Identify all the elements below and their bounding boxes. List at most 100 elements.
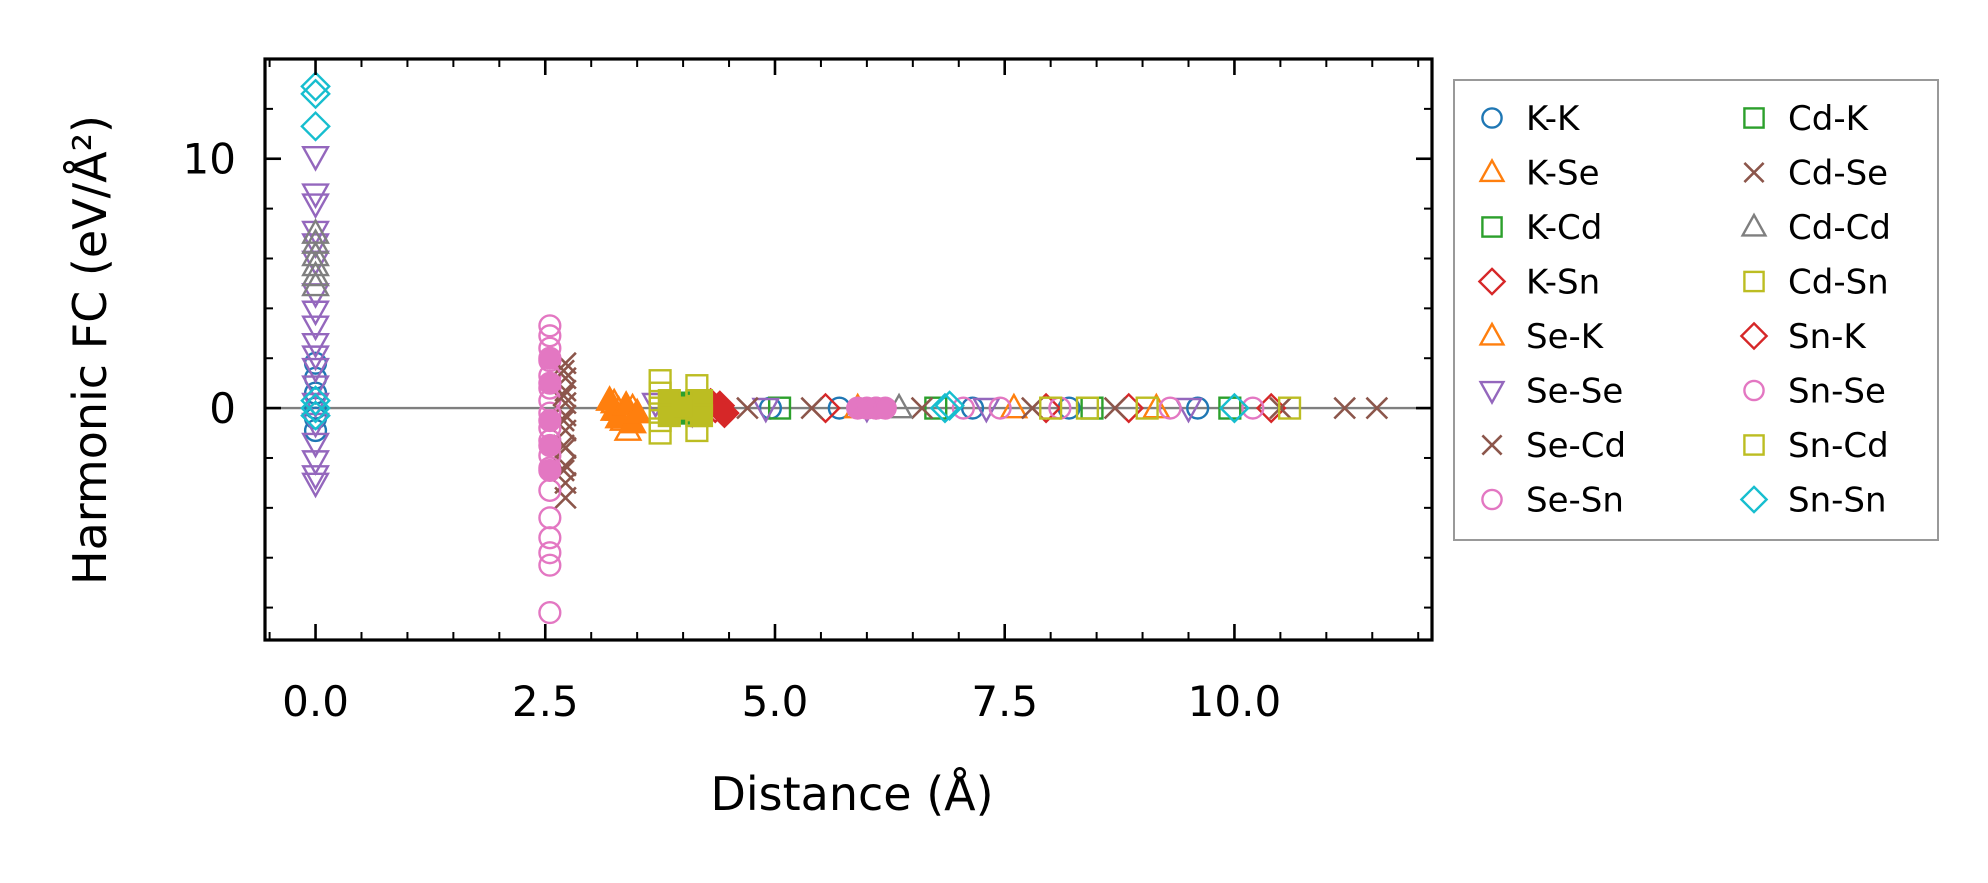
x-tick-label: 2.5 xyxy=(512,677,579,726)
point-sn-sn xyxy=(1219,392,1250,424)
point-se-cd xyxy=(736,396,759,420)
y-axis: 0 10 xyxy=(183,58,1432,609)
point-se-sn xyxy=(951,396,975,420)
point-se-sn xyxy=(1241,396,1265,420)
legend-label-cd-cd: Cd-Cd xyxy=(1788,208,1891,248)
point-se-se xyxy=(301,375,330,402)
legend-entry-k-sn: K-Sn xyxy=(1477,263,1600,303)
point-se-cd xyxy=(800,396,824,420)
point-cd-sn xyxy=(648,369,672,393)
legend-entry-k-cd: K-Cd xyxy=(1481,208,1602,248)
point-se-sn xyxy=(538,600,562,625)
point-sn-sn xyxy=(300,385,331,416)
point-se-se xyxy=(301,432,330,459)
legend-entry-k-se: K-Se xyxy=(1478,154,1600,194)
point-se-se xyxy=(301,300,330,327)
legend-label-k-k: K-K xyxy=(1526,99,1581,139)
point-se-sn xyxy=(1158,396,1182,420)
series-se-cd xyxy=(554,351,1389,510)
series-sn-se xyxy=(538,346,897,483)
point-se-se xyxy=(301,450,330,476)
x-tick-label: 5.0 xyxy=(742,677,809,726)
legend-entry-sn-se: Sn-Se xyxy=(1743,372,1886,412)
legend-marker-k-se xyxy=(1478,158,1506,183)
legend-marker-se-sn xyxy=(1481,488,1503,511)
point-sn-cd xyxy=(671,396,695,420)
point-se-se xyxy=(301,332,330,359)
point-k-se xyxy=(1141,392,1171,419)
legend-marker-sn-cd xyxy=(1743,434,1765,456)
legend-entry-se-cd: Se-Cd xyxy=(1481,426,1626,466)
point-cd-cd xyxy=(301,270,330,297)
point-cd-sn xyxy=(1075,396,1100,420)
y-axis-label: Harmonic FC (eV/Å²) xyxy=(63,115,117,585)
legend-entry-sn-sn: Sn-Sn xyxy=(1739,481,1887,521)
point-se-cd xyxy=(1365,396,1389,420)
point-se-cd xyxy=(554,486,577,510)
point-se-sn xyxy=(538,526,562,550)
legend-entry-k-k: K-K xyxy=(1481,99,1581,139)
legend-entry-sn-cd: Sn-Cd xyxy=(1743,426,1889,466)
series-se-se xyxy=(301,145,1203,499)
series-layer xyxy=(300,71,1389,625)
point-sn-se xyxy=(538,371,562,395)
point-sn-sn xyxy=(300,71,331,102)
point-se-sn xyxy=(538,324,562,348)
legend-marker-sn-k xyxy=(1739,321,1769,351)
point-se-se xyxy=(301,145,330,172)
legend-entry-se-se: Se-Se xyxy=(1478,372,1623,412)
legend-label-sn-cd: Sn-Cd xyxy=(1788,426,1889,466)
legend-label-k-sn: K-Sn xyxy=(1526,263,1600,303)
legend-frame xyxy=(1453,79,1939,541)
point-sn-se xyxy=(538,408,562,433)
series-sn-sn xyxy=(300,71,1250,431)
point-k-k xyxy=(1186,396,1210,420)
plot-frame xyxy=(263,57,1434,642)
point-sn-se xyxy=(538,433,562,458)
point-se-sn xyxy=(988,396,1012,420)
point-se-se xyxy=(1174,397,1203,424)
point-se-k xyxy=(622,397,652,424)
point-k-se xyxy=(999,392,1029,419)
legend-entry-cd-cd: Cd-Cd xyxy=(1740,208,1891,248)
legend-entry-cd-se: Cd-Se xyxy=(1743,154,1888,194)
point-se-se xyxy=(301,357,330,384)
x-axis-label: Distance (Å) xyxy=(710,767,993,821)
legend-label-cd-k: Cd-K xyxy=(1788,99,1870,139)
point-sn-se xyxy=(873,396,897,420)
point-sn-sn xyxy=(300,392,331,424)
legend-marker-se-se xyxy=(1478,380,1506,405)
legend-entry-cd-sn: Cd-Sn xyxy=(1743,263,1889,303)
legend-label-k-cd: K-Cd xyxy=(1526,208,1602,248)
plot-area xyxy=(263,57,1434,642)
legend-marker-k-k xyxy=(1481,107,1503,129)
legend-entry-cd-k: Cd-K xyxy=(1743,99,1870,139)
point-cd-cd xyxy=(301,260,330,287)
point-sn-se xyxy=(538,346,562,370)
legend-marker-sn-sn xyxy=(1739,485,1769,514)
legend-marker-k-cd xyxy=(1481,216,1503,238)
y-tick-label: 0 xyxy=(209,384,236,433)
legend-marker-se-cd xyxy=(1481,434,1503,456)
point-sn-sn xyxy=(300,110,331,142)
legend-label-se-sn: Se-Sn xyxy=(1526,481,1624,521)
series-sn-cd xyxy=(657,389,714,428)
point-sn-sn xyxy=(300,78,331,110)
legend-label-cd-se: Cd-Se xyxy=(1788,154,1888,194)
point-k-cd xyxy=(924,396,948,420)
legend-label-k-se: K-Se xyxy=(1526,154,1600,194)
legend-marker-cd-sn xyxy=(1743,270,1765,293)
x-axis: 0.0 2.5 5.0 7.5 10.0 xyxy=(268,59,1420,726)
point-se-se xyxy=(301,345,330,372)
point-cd-sn xyxy=(1135,396,1159,420)
point-sn-sn xyxy=(300,400,331,431)
legend: K-K K-Se K-Cd K-Sn Se-K Se-Se Se-Cd Se-Sn Cd-K Cd… xyxy=(1453,79,1939,541)
legend-label-se-cd: Se-Cd xyxy=(1526,426,1626,466)
series-k-k xyxy=(303,351,1210,443)
legend-marker-k-sn xyxy=(1477,267,1507,296)
point-se-cd xyxy=(1333,396,1357,420)
point-se-se xyxy=(971,397,1001,424)
legend-label-se-k: Se-K xyxy=(1526,317,1605,357)
series-cd-cd xyxy=(301,218,914,419)
